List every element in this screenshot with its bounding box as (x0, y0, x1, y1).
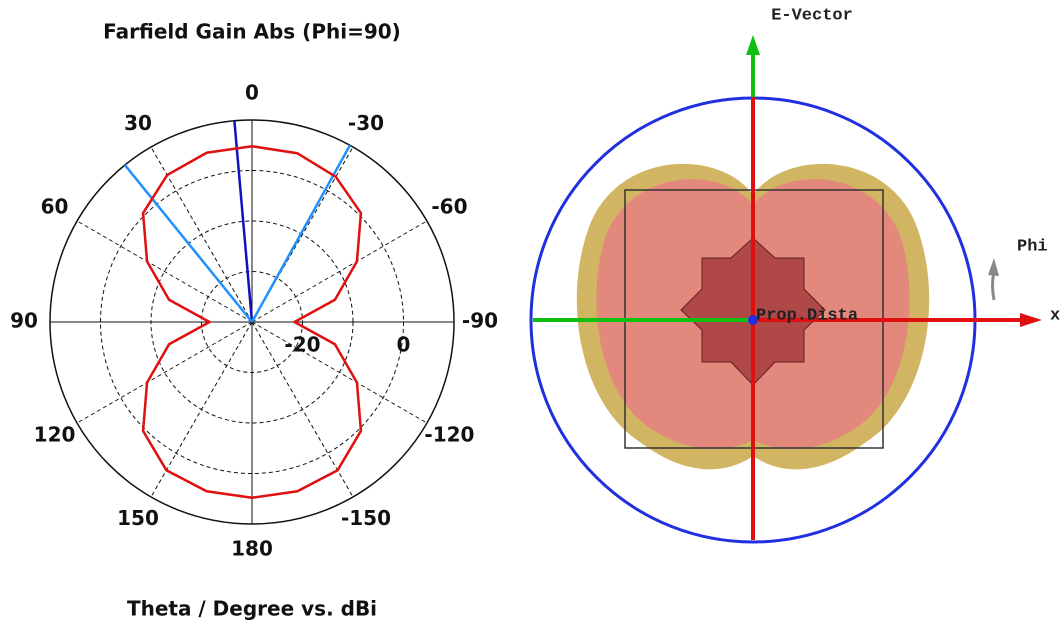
r-tick-label: 0 (397, 333, 411, 357)
theta-tick-label: -150 (341, 506, 391, 530)
arrow (1020, 313, 1042, 327)
label: x (1050, 306, 1060, 325)
grid-spoke (252, 221, 427, 322)
phi-arrow (993, 272, 995, 300)
grid-spoke (77, 322, 252, 423)
label: Phi (1017, 237, 1048, 256)
chart-title: Farfield Gain Abs (Phi=90) (103, 20, 401, 44)
marker-line (252, 145, 350, 322)
grid-spoke (77, 221, 252, 322)
theta-tick-label: 180 (231, 537, 273, 561)
marker-line (125, 165, 252, 322)
theta-tick-label: -90 (462, 309, 498, 333)
r-tick-label: -20 (284, 333, 320, 357)
arrow (988, 258, 999, 276)
screen: Farfield Gain Abs (Phi=90) Theta / Degre… (0, 0, 1061, 626)
theta-tick-label: 0 (245, 81, 259, 105)
3d-view: E-Vector Phi x Prop.Dista (531, 6, 1060, 542)
label: E-Vector (771, 6, 853, 25)
theta-tick-label: -60 (431, 195, 467, 219)
theta-tick-label: -30 (348, 111, 384, 135)
axis-label: Theta / Degree vs. dBi (127, 597, 377, 621)
theta-tick-label: 90 (10, 309, 38, 333)
arrow (746, 35, 760, 55)
theta-tick-label: 120 (34, 423, 76, 447)
polar-plot: 0 30 60 90 120 150 180 -150 -120 -90 -60 -30 -20 0 (10, 81, 498, 561)
theta-tick-label: 60 (41, 195, 69, 219)
theta-tick-label: 30 (124, 111, 152, 135)
label: Prop.Dista (756, 306, 858, 325)
theta-tick-label: 150 (117, 506, 159, 530)
theta-tick-label: -120 (424, 423, 474, 447)
